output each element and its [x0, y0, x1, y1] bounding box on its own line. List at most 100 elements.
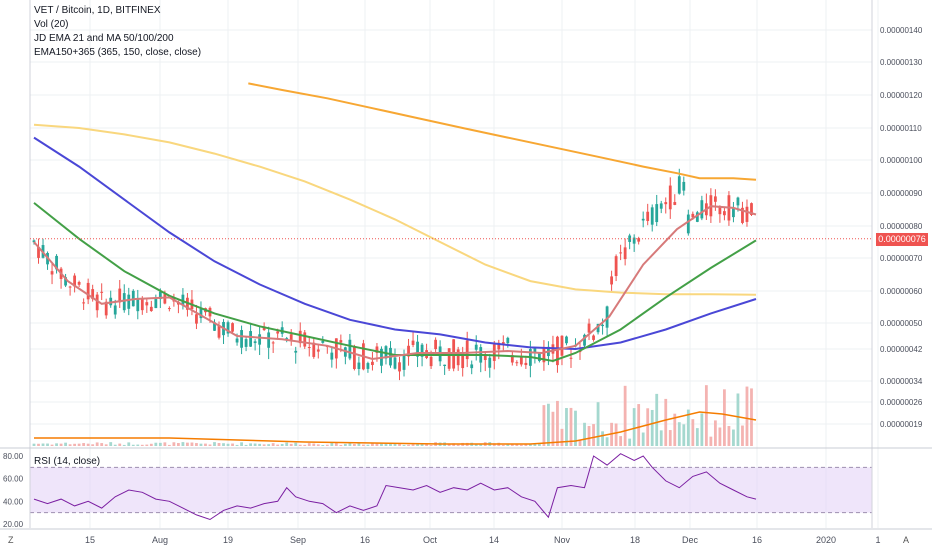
candle-body — [109, 297, 113, 306]
volume-bar — [46, 443, 49, 446]
candle-body — [240, 330, 243, 348]
candle-body — [470, 364, 474, 369]
volume-bar — [510, 444, 514, 446]
volume-bar — [258, 443, 262, 446]
volume-bar — [637, 404, 641, 446]
candle-body — [483, 355, 487, 361]
candle-body — [285, 338, 289, 340]
candle-body — [542, 347, 546, 363]
candle-body — [691, 213, 695, 218]
candle-body — [352, 347, 356, 369]
volume-bar — [713, 420, 717, 446]
volume-bar — [682, 424, 686, 446]
time-tick-label: 16 — [752, 535, 762, 545]
volume-bar — [411, 444, 415, 446]
volume-bar — [605, 437, 609, 446]
volume-bar — [199, 443, 203, 446]
volume-bar — [519, 444, 523, 446]
candle-body — [357, 362, 361, 369]
time-tick-label: 16 — [360, 535, 370, 545]
candle-body — [253, 341, 257, 344]
candle-body — [64, 277, 67, 286]
candle-body — [68, 286, 72, 288]
candle-body — [668, 185, 672, 210]
candle-body — [321, 340, 325, 343]
volume-bar — [375, 443, 379, 446]
volume-bar — [104, 444, 108, 446]
candle-body — [303, 332, 307, 347]
volume-bar — [50, 444, 54, 446]
candle-body — [235, 338, 239, 343]
volume-bar — [82, 443, 86, 446]
time-tick-label: Oct — [423, 535, 438, 545]
candle-body — [750, 203, 753, 215]
volume-bar — [339, 444, 343, 446]
candle-body — [158, 291, 162, 300]
volume-bar — [59, 443, 63, 446]
volume-bar — [366, 444, 370, 446]
price-tick-label: 0.00000070 — [880, 254, 923, 263]
time-tick-label: Sep — [290, 535, 306, 545]
legend-vol: Vol (20) — [34, 19, 69, 30]
volume-bar — [623, 385, 627, 446]
candle-body — [77, 281, 81, 285]
volume-bar — [285, 442, 289, 446]
candle-body — [140, 298, 144, 311]
volume-bar — [231, 443, 234, 446]
volume-bar — [325, 444, 329, 446]
volume-bar — [547, 403, 550, 446]
volume-bar — [249, 443, 252, 446]
candle-body — [312, 342, 316, 357]
candle-body — [91, 289, 95, 300]
volume-bar — [420, 443, 424, 446]
volume-bar — [704, 385, 708, 446]
volume-bar — [407, 444, 410, 446]
candle-body — [610, 276, 613, 285]
volume-bar — [668, 430, 672, 446]
candle-body — [605, 306, 609, 328]
candle-body — [700, 200, 704, 219]
volume-bar — [686, 409, 690, 446]
candle-body — [655, 204, 659, 223]
candle-body — [289, 334, 293, 340]
candle-body — [723, 211, 726, 216]
volume-bar — [745, 386, 749, 446]
candle-body — [533, 348, 537, 353]
volume-bars — [32, 385, 757, 446]
volume-bar — [154, 442, 158, 446]
candle-body — [393, 357, 397, 369]
volume-bar — [429, 444, 433, 446]
candle-body — [673, 202, 677, 205]
rsi-band-fill — [30, 467, 872, 513]
volume-bar — [131, 444, 135, 446]
line-ema21 — [33, 205, 757, 361]
auto-scale-toggle[interactable]: A — [903, 535, 910, 545]
candle-body — [181, 294, 185, 306]
volume-bar — [574, 410, 577, 446]
zoom-toggle[interactable]: Z — [8, 535, 14, 545]
volume-bar — [533, 443, 537, 446]
rsi-line-path — [33, 453, 757, 521]
candle-body — [456, 349, 460, 366]
volume-bar — [289, 443, 293, 446]
candle-body — [492, 344, 496, 361]
volume-bar — [628, 438, 632, 446]
volume-bar — [402, 444, 406, 446]
volume-bar — [37, 443, 40, 446]
candle-body — [73, 275, 77, 287]
time-tick-label: Nov — [554, 535, 571, 545]
candle-body — [249, 331, 252, 347]
candle-body — [118, 288, 122, 303]
volume-bar — [253, 443, 257, 446]
volume-bar — [226, 443, 230, 446]
candle-body — [745, 206, 749, 222]
indicator-lines — [33, 82, 757, 363]
price-tick-label: 0.00000120 — [880, 91, 923, 100]
candle-body — [375, 346, 379, 353]
volume-bar — [528, 443, 532, 446]
candle-body — [718, 206, 722, 215]
candle-body — [587, 323, 591, 333]
volume-bar — [312, 443, 316, 446]
candle-body — [276, 331, 280, 334]
volume-bar — [474, 444, 478, 446]
